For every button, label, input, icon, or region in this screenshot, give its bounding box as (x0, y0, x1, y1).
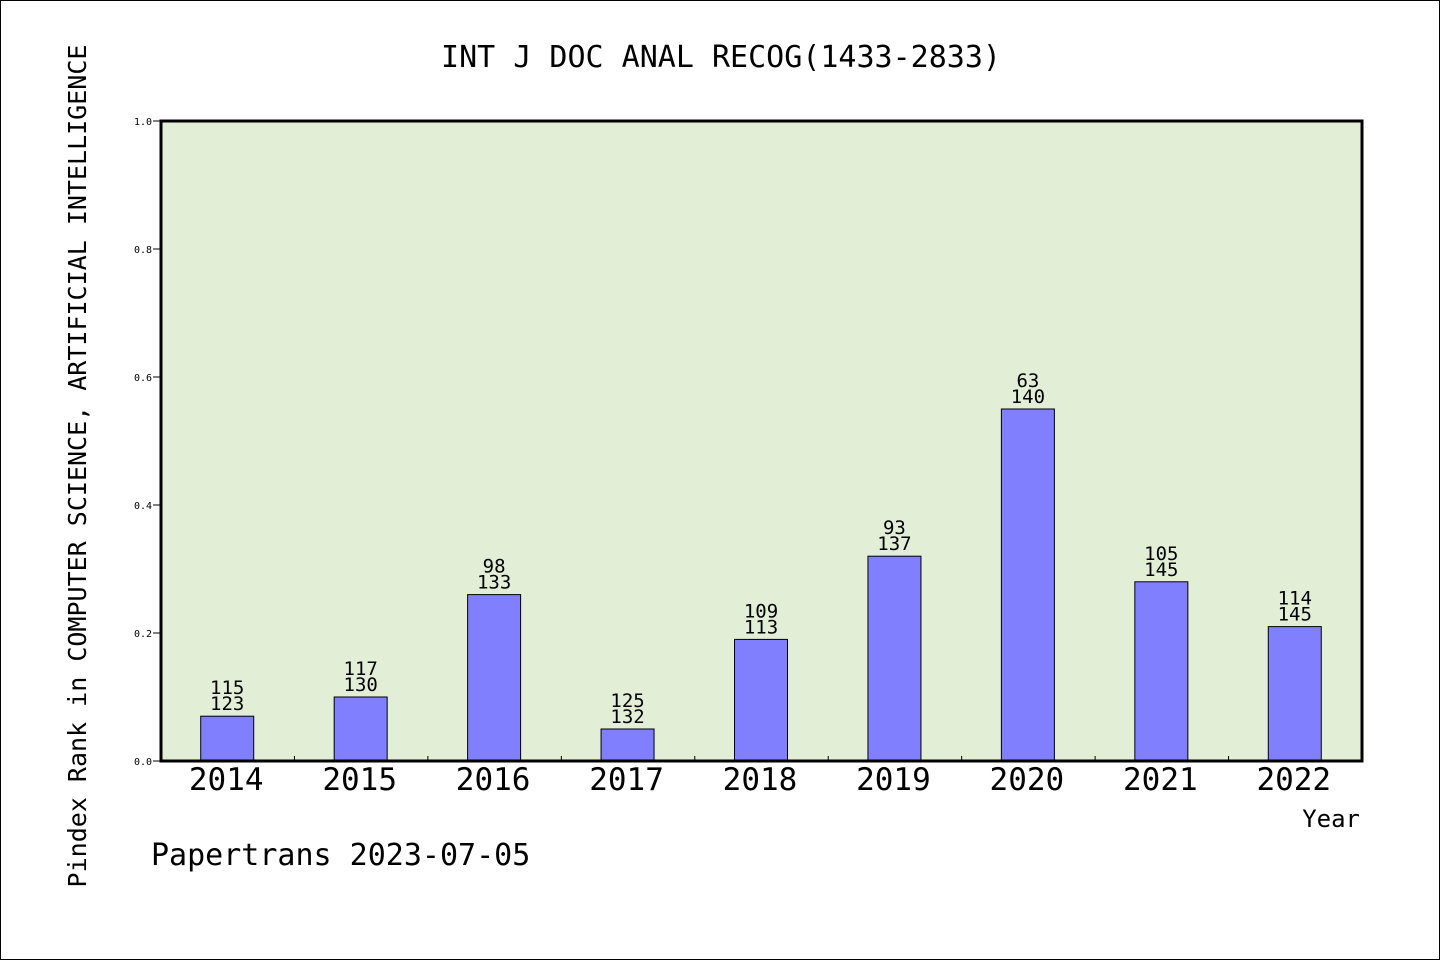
bar-2020 (1000, 408, 1055, 762)
bar-rank-label: 63 (1016, 370, 1039, 392)
x-tick-label: 2018 (723, 762, 798, 798)
bar-rank-label: 105 (1144, 543, 1178, 565)
y-tick-label: 0.4 (134, 501, 152, 512)
bar-total-label: 145 (1278, 604, 1312, 626)
bars (200, 408, 1322, 762)
y-axis-ticks: 0.0 0.2 0.4 0.6 0.8 1.0 (134, 117, 161, 768)
bar-2016 (467, 594, 522, 762)
x-tick-label: 2017 (589, 762, 664, 798)
x-tick-label: 2015 (322, 762, 397, 798)
x-tick-label: 2019 (856, 762, 931, 798)
y-tick-label: 0.0 (134, 757, 152, 768)
chart-title: INT J DOC ANAL RECOG(1433-2833) (441, 40, 1001, 75)
bar-rank-label: 125 (610, 690, 644, 712)
footer-credit: Papertrans 2023-07-05 (151, 838, 530, 873)
bar-2021 (1134, 581, 1189, 762)
bar-total-label: 132 (610, 706, 644, 728)
x-tick-label: 2020 (990, 762, 1065, 798)
x-axis-ticks: 2014 2015 2016 2017 2018 2019 2020 2021 2022 (189, 756, 1331, 798)
x-tick-label: 2014 (189, 762, 264, 798)
plot-frame (159, 119, 1364, 763)
bar-total-label: 123 (210, 693, 244, 715)
x-tick-label: 2022 (1256, 762, 1331, 798)
x-axis-label: Year (1302, 805, 1360, 833)
bar-total-label: 137 (877, 533, 911, 555)
bar-total-label: 113 (744, 616, 778, 638)
bar-2018 (734, 638, 788, 762)
y-tick-label: 1.0 (134, 117, 152, 128)
bar-rank-label: 109 (744, 600, 778, 622)
bar-2017 (600, 728, 655, 762)
y-axis-label: Pindex Rank in COMPUTER SCIENCE, ARTIFIC… (63, 45, 92, 888)
bar-total-label: 140 (1011, 386, 1045, 408)
bar-2015 (333, 696, 388, 762)
y-tick-label: 0.8 (134, 245, 152, 256)
bar-total-label: 130 (344, 674, 378, 696)
bar-total-label: 145 (1144, 559, 1178, 581)
bar-2014 (200, 715, 255, 762)
bar-rank-label: 98 (483, 556, 506, 578)
y-tick-label: 0.2 (134, 629, 152, 640)
y-tick-label: 0.6 (134, 373, 152, 384)
bar-rank-label: 115 (210, 677, 244, 699)
bar-2022 (1267, 626, 1322, 762)
bar-total-label: 133 (477, 572, 511, 594)
bar-rank-label: 93 (883, 517, 906, 539)
x-tick-label: 2021 (1123, 762, 1198, 798)
bar-rank-label: 117 (344, 658, 378, 680)
x-tick-label: 2016 (456, 762, 531, 798)
bar-rank-label: 114 (1278, 588, 1312, 610)
bar-2019 (867, 555, 922, 762)
